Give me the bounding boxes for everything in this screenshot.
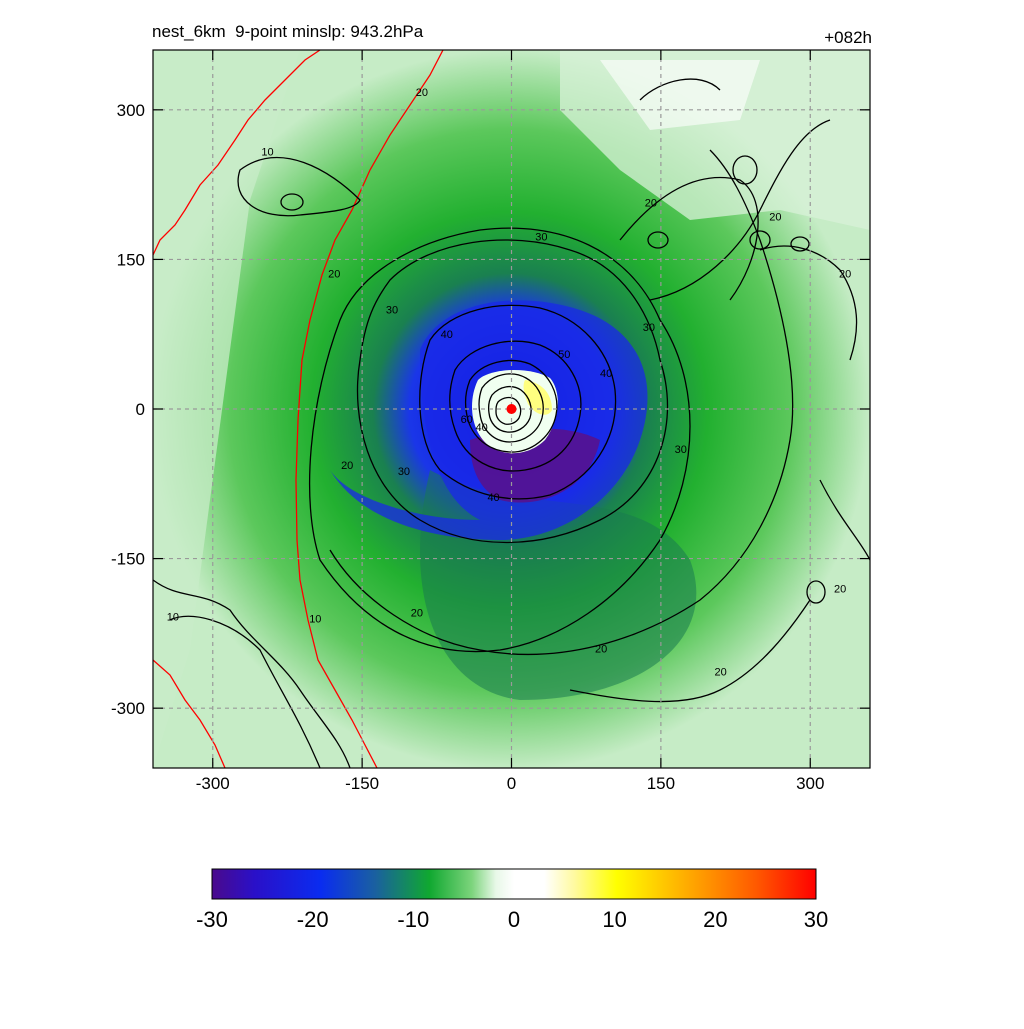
contour-label: 20 bbox=[834, 584, 846, 596]
contour-label: 10 bbox=[167, 611, 179, 623]
contour-label-group: 2010302020202030304050406040303020402010… bbox=[167, 87, 851, 678]
contour-label: 10 bbox=[309, 613, 321, 625]
colorbar-tick-label: 0 bbox=[508, 907, 520, 932]
contour-label: 20 bbox=[645, 198, 657, 210]
colorbar-tick-label: -30 bbox=[196, 907, 228, 932]
colorbar-tick-label: -20 bbox=[297, 907, 329, 932]
contour-label: 20 bbox=[328, 268, 340, 280]
y-tick-label: -150 bbox=[111, 550, 145, 569]
storm-center-marker bbox=[506, 404, 517, 414]
chart-title: nest_6km 9-point minslp: 943.2hPa bbox=[152, 22, 424, 41]
contour-label: 40 bbox=[441, 329, 453, 341]
x-tick-label: 0 bbox=[507, 774, 516, 793]
contour-label: 20 bbox=[341, 460, 353, 472]
forecast-hour-label: +082h bbox=[824, 28, 872, 47]
colorbar-ticks: -30 -20 -10 0 10 20 30 bbox=[196, 907, 828, 932]
colorbar bbox=[211, 868, 817, 900]
contour-label: 60 bbox=[461, 414, 473, 426]
contour-label: 30 bbox=[675, 444, 687, 456]
contour-label: 10 bbox=[261, 147, 273, 159]
x-tick-label: -300 bbox=[196, 774, 230, 793]
y-tick-label: 0 bbox=[136, 400, 145, 419]
contour-label: 20 bbox=[416, 87, 428, 99]
red-boundary-lines bbox=[153, 50, 444, 768]
contour-label: 30 bbox=[398, 466, 410, 478]
colorbar-tick-label: 10 bbox=[602, 907, 626, 932]
contour-label: 50 bbox=[558, 349, 570, 361]
contour-lines bbox=[153, 78, 870, 768]
contour-label: 20 bbox=[839, 268, 851, 280]
contour-label: 20 bbox=[769, 212, 781, 224]
x-axis: -300 -150 0 150 300 bbox=[196, 50, 824, 793]
contour-label: 40 bbox=[600, 368, 612, 380]
colorbar-tick-label: 30 bbox=[804, 907, 828, 932]
storm-center-dot bbox=[506, 404, 517, 414]
contour-label: 20 bbox=[411, 607, 423, 619]
contour-label: 20 bbox=[715, 666, 727, 678]
x-tick-label: 150 bbox=[647, 774, 675, 793]
y-tick-label: 150 bbox=[117, 250, 145, 269]
contour-label: 30 bbox=[643, 322, 655, 334]
contour-label: 30 bbox=[386, 304, 398, 316]
x-tick-label: -150 bbox=[345, 774, 379, 793]
contour-label: 20 bbox=[595, 643, 607, 655]
contour-label: 30 bbox=[535, 231, 547, 243]
contour-label: 40 bbox=[476, 422, 488, 434]
y-axis: 300 150 0 -150 -300 bbox=[111, 101, 870, 718]
colorbar-tick-label: 20 bbox=[703, 907, 727, 932]
y-tick-label: 300 bbox=[117, 101, 145, 120]
y-tick-label: -300 bbox=[111, 699, 145, 718]
colorbar-tick-label: -10 bbox=[397, 907, 429, 932]
x-tick-label: 300 bbox=[796, 774, 824, 793]
contour-label: 40 bbox=[487, 492, 499, 504]
